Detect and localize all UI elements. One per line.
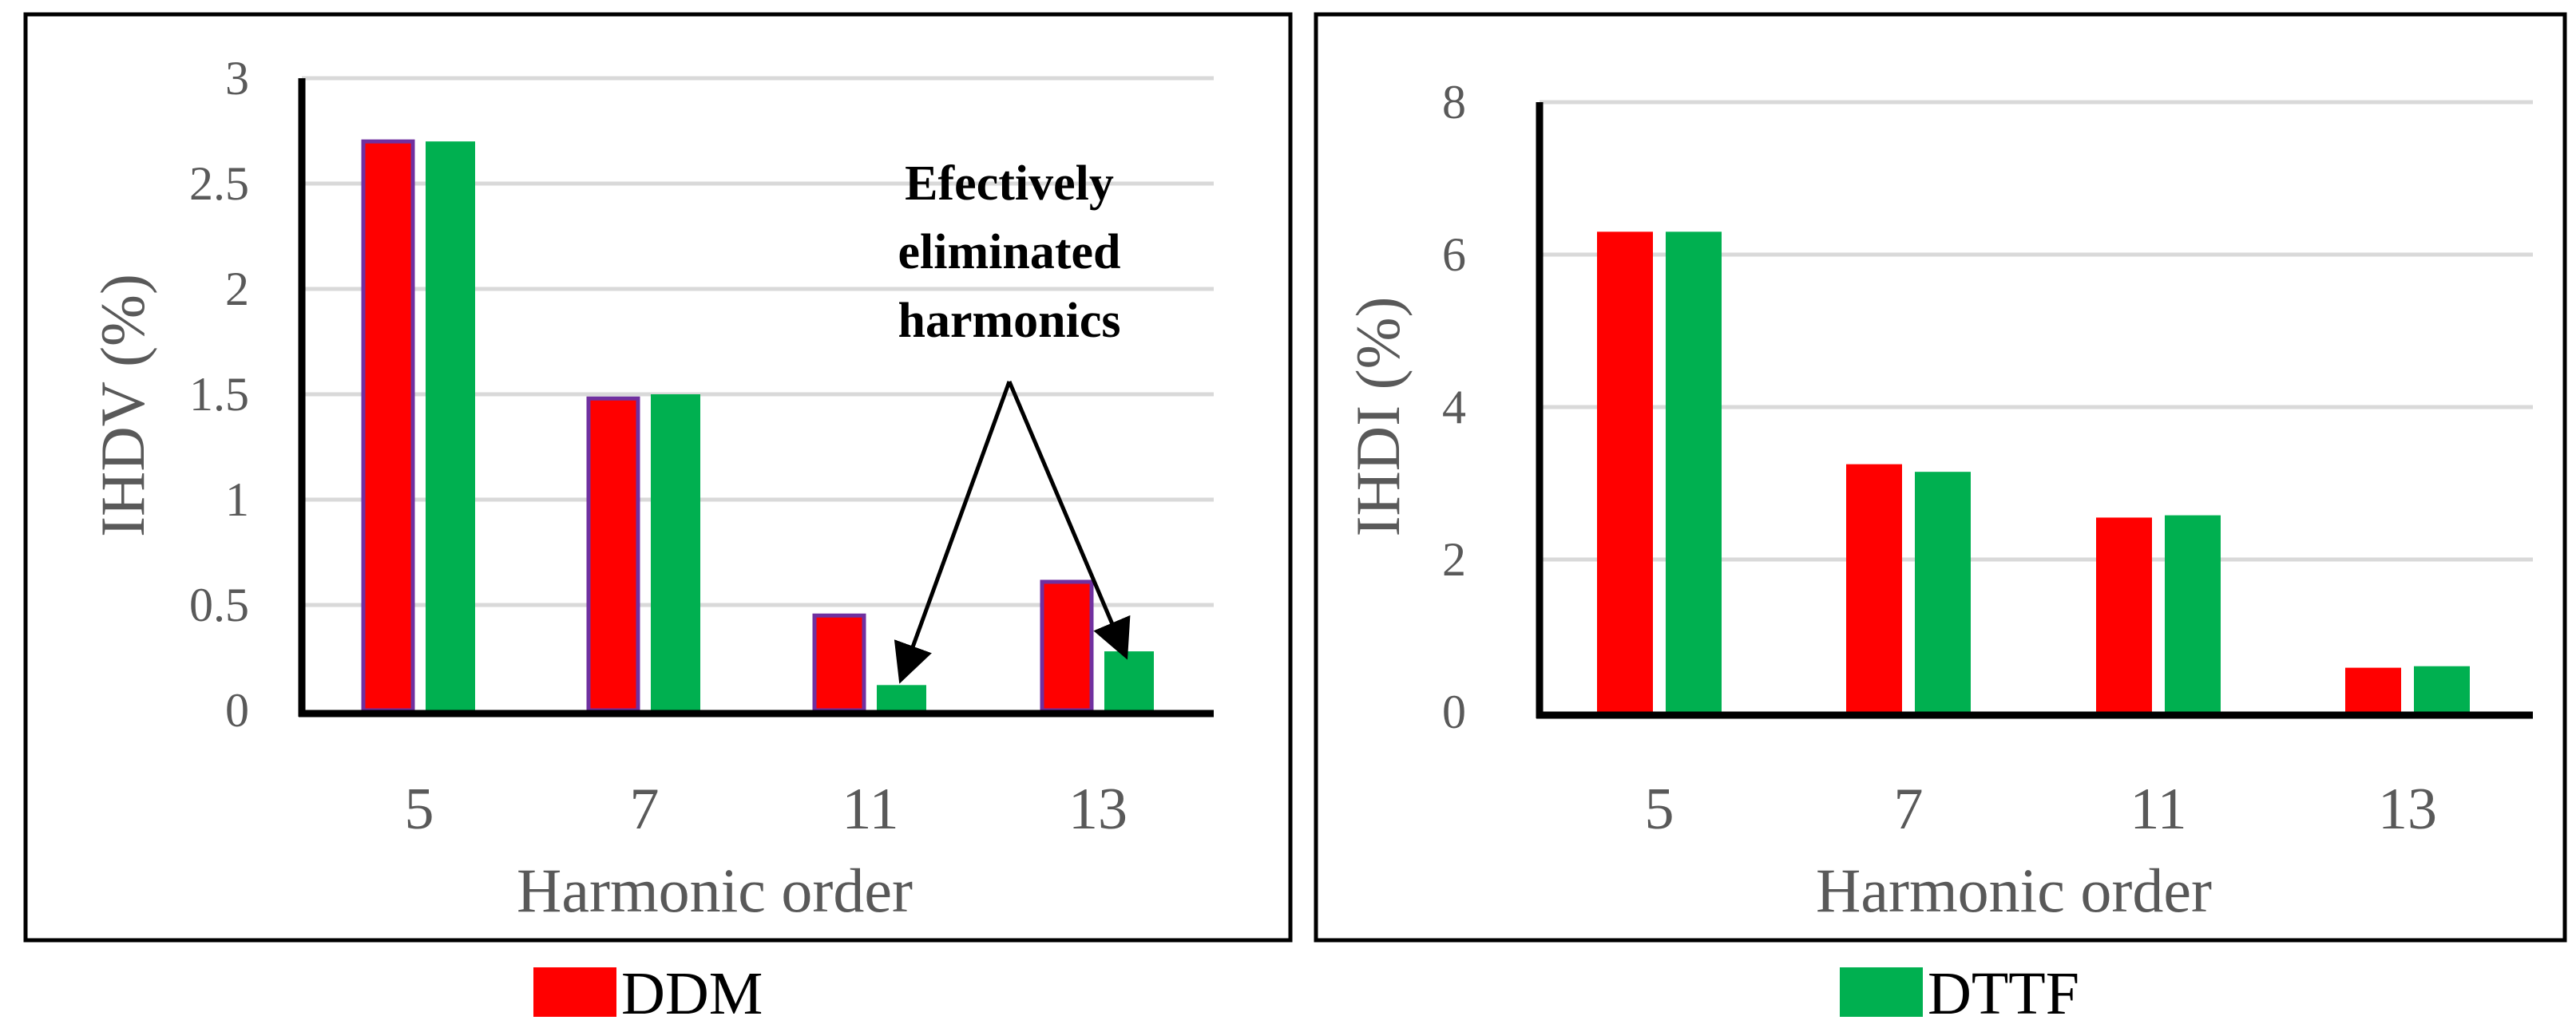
ihdv-x-tick-label: 5 <box>405 777 434 842</box>
ihdi-x-tick-label: 7 <box>1894 777 1924 842</box>
legend-swatch-dttf <box>1840 967 1923 1017</box>
annotation-arrow-13 <box>1007 381 1131 660</box>
annotation-line-3: harmonics <box>898 294 1121 348</box>
ihdv-chart: 0 0.5 1 1.5 2 2.5 3 5 7 11 13 IHDV (%) Harmonic o… <box>88 52 1214 925</box>
ihdv-x-tick-label: 7 <box>630 777 660 842</box>
ihdv-y-tick-label: 2 <box>225 263 249 315</box>
ihdv-bar-ddm-11 <box>812 613 866 713</box>
ihdv-y-tick-label: 1 <box>225 473 249 526</box>
ihdv-y-tick-label: 0 <box>225 684 249 737</box>
ihdi-bar-ddm-13 <box>2345 667 2401 712</box>
ihdv-x-tick-labels: 5 7 11 13 <box>405 777 1128 842</box>
annotation-line-1: Efectively <box>905 156 1114 211</box>
ihdi-axes <box>1536 102 2533 719</box>
ihdi-x-tick-labels: 5 7 11 13 <box>1645 777 2438 842</box>
ihdv-y-tick-label: 1.5 <box>189 368 249 421</box>
ihdi-bars <box>1597 231 2470 713</box>
ihdv-y-tick-labels: 0 0.5 1 1.5 2 2.5 3 <box>189 52 249 737</box>
ihdi-x-tick-label: 13 <box>2378 777 2437 842</box>
ihdv-y-tick-label: 0.5 <box>189 579 249 631</box>
legend-label-dttf: DTTF <box>1928 960 2079 1027</box>
ihdv-y-tick-label: 2.5 <box>189 157 249 210</box>
ihdi-y-tick-label: 2 <box>1442 533 1466 586</box>
ihdi-x-tick-label: 11 <box>2130 777 2186 842</box>
ihdi-bar-ddm-5 <box>1597 231 1653 713</box>
legend-label-ddm: DDM <box>621 960 763 1027</box>
legend-swatch-ddm <box>533 967 616 1017</box>
ihdi-chart: 0 2 4 6 8 5 7 11 13 IHDI (%) Harmonic order <box>1343 76 2533 925</box>
left-panel-frame <box>23 12 1293 943</box>
ihdv-bars <box>361 139 1154 713</box>
ihdv-x-axis-title: Harmonic order <box>517 856 913 925</box>
ihdv-x-tick-label: 11 <box>842 777 898 842</box>
ihdi-bar-dttf-7 <box>1915 472 1971 712</box>
ihdi-bar-dttf-5 <box>1666 231 1722 713</box>
ihdv-y-tick-label: 3 <box>225 52 249 105</box>
ihdv-bar-dttf-7 <box>651 394 700 710</box>
ihdv-axes <box>298 78 1214 718</box>
ihdv-bar-dttf-11 <box>877 685 926 710</box>
ihdv-bar-ddm-7 <box>586 396 640 713</box>
ihdv-bar-dttf-5 <box>426 141 475 710</box>
ihdi-bar-ddm-11 <box>2096 517 2152 712</box>
ihdv-bar-ddm-13 <box>1040 579 1094 713</box>
ihdi-y-tick-label: 4 <box>1442 381 1466 433</box>
ihdi-y-tick-labels: 0 2 4 6 8 <box>1442 76 1466 738</box>
legend: DDM DTTF <box>533 960 2079 1027</box>
right-panel-frame <box>1314 12 2567 943</box>
ihdv-bar-ddm-5 <box>361 139 415 713</box>
ihdv-y-axis-title: IHDV (%) <box>88 274 157 537</box>
ihdv-x-tick-label: 13 <box>1068 777 1127 842</box>
ihdv-bar-dttf-13 <box>1104 651 1154 710</box>
ihdi-bar-dttf-11 <box>2165 515 2221 712</box>
ihdi-bar-dttf-13 <box>2414 666 2470 712</box>
ihdi-y-axis-title: IHDI (%) <box>1343 296 1413 536</box>
ihdi-y-tick-label: 8 <box>1442 76 1466 128</box>
ihdi-y-tick-label: 0 <box>1442 686 1466 738</box>
annotation-arrow-11 <box>894 381 1012 684</box>
annotation-line-2: eliminated <box>898 225 1121 279</box>
ihdi-bar-ddm-7 <box>1846 464 1902 712</box>
ihdi-x-axis-title: Harmonic order <box>1816 856 2212 925</box>
ihdi-x-tick-label: 5 <box>1645 777 1674 842</box>
ihdi-y-tick-label: 6 <box>1442 228 1466 281</box>
ihdv-annotation: Efectively eliminated harmonics <box>894 156 1131 684</box>
